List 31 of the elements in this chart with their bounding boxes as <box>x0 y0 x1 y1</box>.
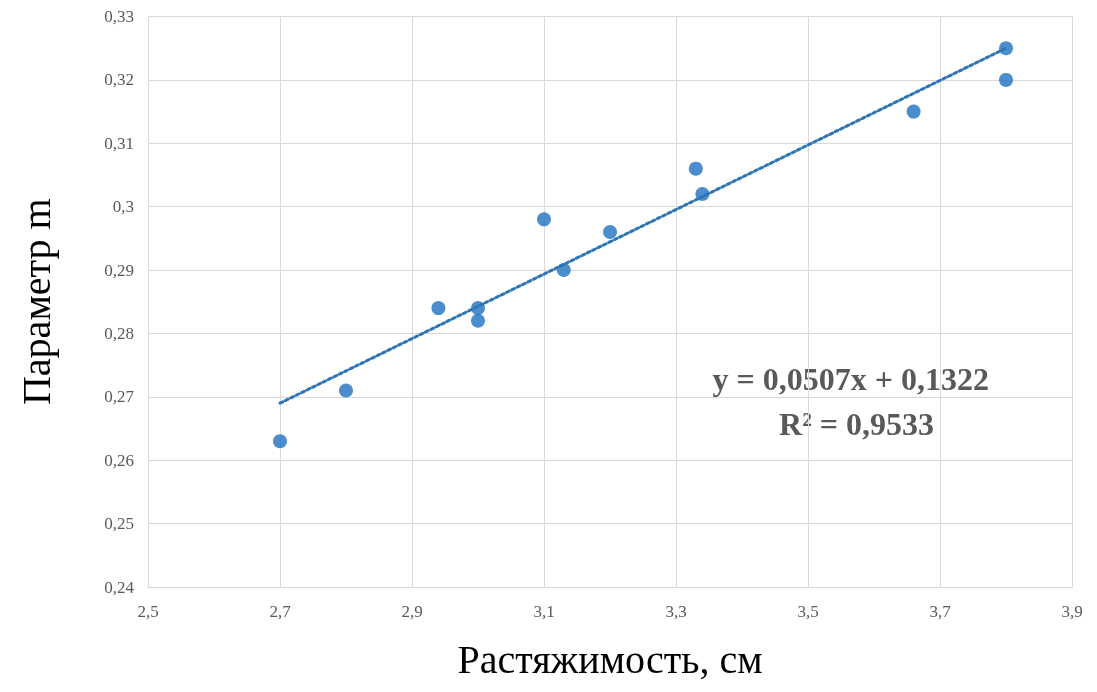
point <box>471 313 485 328</box>
x-tick-label: 2,5 <box>137 602 159 621</box>
y-tick-label: 0,27 <box>104 387 135 407</box>
point <box>431 301 446 316</box>
y-tick-label: 0,29 <box>104 260 134 280</box>
y-tick-label: 0,3 <box>112 197 134 217</box>
y-axis-title: Параметр m <box>13 198 59 406</box>
x-tick-label: 2,7 <box>269 602 292 621</box>
x-tick-label: 3,3 <box>665 602 687 621</box>
point <box>537 212 551 227</box>
x-tick-label: 2,9 <box>401 602 423 621</box>
y-tick-label: 0,31 <box>104 133 134 153</box>
y-tick-label: 0,24 <box>104 577 135 597</box>
x-axis-title: Растяжимость, см <box>457 636 763 682</box>
point <box>603 225 617 240</box>
point <box>688 161 703 176</box>
y-tick-label: 0,26 <box>104 450 134 470</box>
point <box>999 72 1013 87</box>
y-tick-label: 0,32 <box>104 70 134 90</box>
x-tick-label: 3,9 <box>1061 602 1083 621</box>
y-tick-label: 0,33 <box>104 7 134 26</box>
y-tick-label: 0,25 <box>104 514 134 534</box>
point <box>273 434 287 449</box>
point <box>906 104 921 119</box>
x-tick-label: 3,1 <box>533 602 555 621</box>
x-tick-label: 3,7 <box>929 602 952 621</box>
point <box>339 383 353 398</box>
annotation: y = 0,0507x + 0,1322 <box>712 361 989 397</box>
y-tick-label: 0,28 <box>104 323 134 343</box>
x-tick-label: 3,5 <box>797 602 819 621</box>
annotation: R² = 0,9533 <box>779 406 934 442</box>
